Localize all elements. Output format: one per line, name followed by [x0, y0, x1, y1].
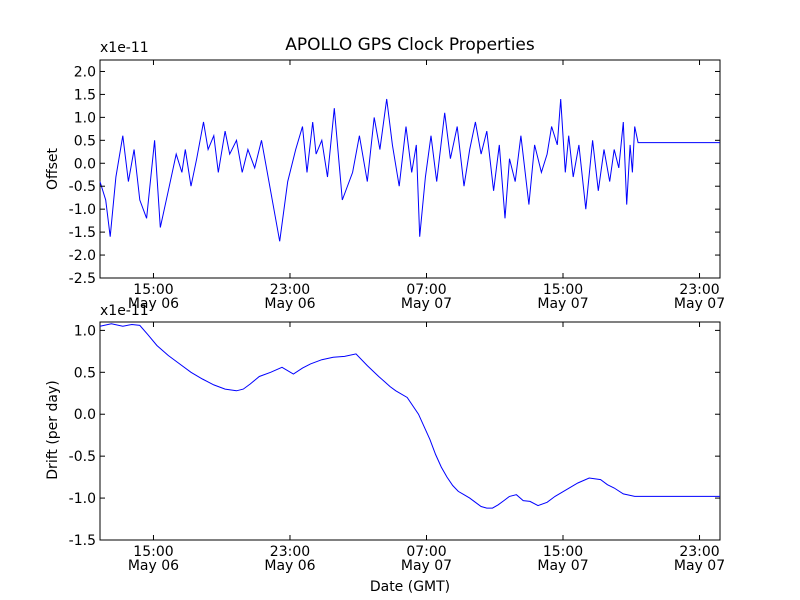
- drift-multiplier: x1e-11: [100, 303, 149, 319]
- offset-y-tick-label: -1.0: [69, 202, 96, 218]
- drift-x-tick-time: 23:00: [270, 544, 310, 560]
- offset-y-ticks: 2.0 1.5 1.0 0.5 0.0 -0.5 -1.0 -1.5 -2.0 -2.5: [69, 64, 720, 287]
- offset-y-tick-label: -0.5: [69, 179, 96, 195]
- drift-series-group: [99, 323, 720, 509]
- offset-x-tick-time: 15:00: [543, 282, 583, 298]
- drift-y-tick-label: -1.5: [69, 533, 96, 549]
- offset-series-group: [99, 98, 720, 242]
- drift-x-tick-date: May 07: [537, 558, 588, 574]
- offset-y-tick-label: -1.5: [69, 225, 96, 241]
- drift-y-ticks: 1.0 0.5 0.0 -0.5 -1.0 -1.5: [69, 323, 720, 549]
- offset-y-tick-label: 0.0: [74, 156, 96, 172]
- chart-title: APOLLO GPS Clock Properties: [285, 35, 535, 55]
- drift-y-tick-label: -0.5: [69, 449, 96, 465]
- drift-x-tick-time: 15:00: [133, 544, 173, 560]
- drift-y-tick-label: 1.0: [74, 323, 96, 339]
- drift-x-tick-time: 23:00: [679, 544, 719, 560]
- offset-y-tick-label: 1.5: [74, 87, 96, 103]
- drift-x-tick-date: May 07: [674, 558, 725, 574]
- drift-y-tick-label: -1.0: [69, 491, 96, 507]
- offset-y-tick-label: 2.0: [74, 64, 96, 80]
- offset-x-tick-time: 15:00: [133, 282, 173, 298]
- offset-y-tick-label: 1.0: [74, 110, 96, 126]
- offset-x-tick-date: May 06: [128, 296, 179, 312]
- offset-y-label: Offset: [45, 147, 61, 190]
- drift-x-tick-time: 07:00: [406, 544, 446, 560]
- offset-x-tick-time: 07:00: [406, 282, 446, 298]
- drift-x-tick-date: May 06: [128, 558, 179, 574]
- offset-series-line: [99, 98, 720, 242]
- offset-x-tick-date: May 07: [537, 296, 588, 312]
- x-axis-label: Date (GMT): [370, 579, 450, 595]
- offset-y-tick-label: -2.0: [69, 248, 96, 264]
- offset-multiplier: x1e-11: [100, 40, 149, 56]
- offset-x-tick-time: 23:00: [270, 282, 310, 298]
- drift-x-tick-date: May 07: [401, 558, 452, 574]
- drift-y-tick-label: 0.0: [74, 407, 96, 423]
- drift-x-tick-date: May 06: [264, 558, 315, 574]
- offset-y-tick-label: 0.5: [74, 133, 96, 149]
- drift-x-tick-time: 15:00: [543, 544, 583, 560]
- offset-x-tick-date: May 07: [674, 296, 725, 312]
- offset-y-tick-label: -2.5: [69, 271, 96, 287]
- offset-x-tick-date: May 06: [264, 296, 315, 312]
- offset-x-tick-time: 23:00: [679, 282, 719, 298]
- offset-x-tick-date: May 07: [401, 296, 452, 312]
- drift-y-label: Drift (per day): [45, 380, 61, 479]
- drift-y-tick-label: 0.5: [74, 365, 96, 381]
- drift-axes-frame: [99, 321, 721, 541]
- offset-plot: 2.0 1.5 1.0 0.5 0.0 -0.5 -1.0 -1.5 -2.0 -2.5 15:0…: [45, 40, 725, 312]
- drift-series-line: [99, 323, 720, 509]
- offset-axes-frame: [99, 59, 721, 279]
